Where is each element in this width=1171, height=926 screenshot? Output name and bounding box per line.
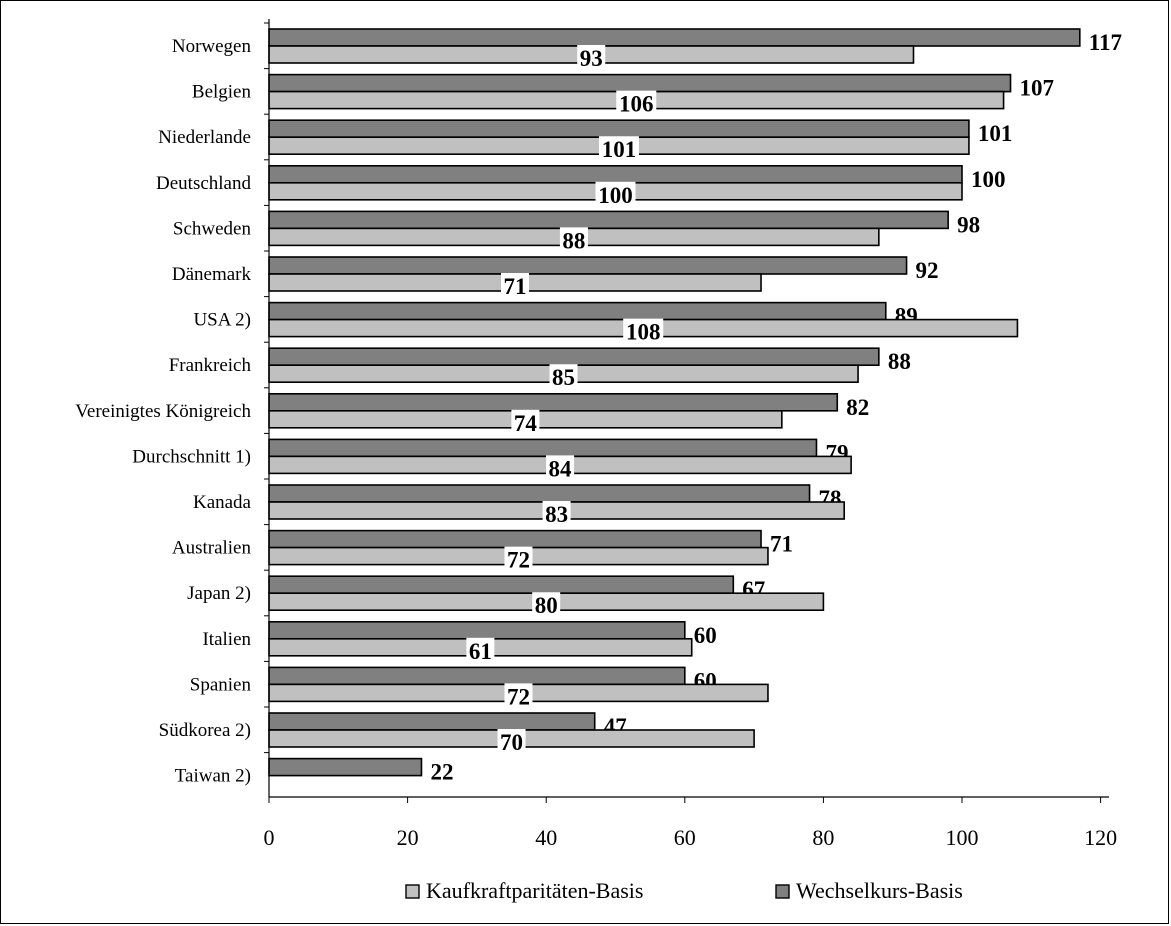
- bar-wechselkurs: [268, 210, 949, 230]
- category-label: Kanada: [193, 492, 252, 513]
- x-tick-label: 40: [535, 825, 557, 850]
- x-tick-label: 80: [812, 825, 834, 850]
- data-label-wechselkurs: 71: [770, 532, 793, 557]
- category-label: Durchschnitt 1): [132, 446, 251, 467]
- category-label: Italien: [202, 629, 251, 650]
- category-label: Taiwan 2): [175, 766, 251, 787]
- data-label-wechselkurs: 88: [888, 349, 911, 374]
- data-label-background: [497, 729, 526, 753]
- data-label-background: [511, 409, 540, 434]
- data-label-background: [559, 227, 588, 252]
- bar-wechselkurs: [268, 28, 1081, 47]
- data-label-kaufkraft: 100: [598, 183, 633, 208]
- data-label-background: [501, 273, 530, 297]
- data-label-background: [595, 181, 636, 206]
- category-label: Frankreich: [169, 355, 252, 376]
- category-label: Südkorea 2): [159, 720, 251, 741]
- legend-label: Kaufkraftparitäten-Basis: [426, 878, 643, 903]
- data-label-background: [504, 683, 533, 708]
- bar-wechselkurs: [268, 529, 762, 549]
- x-tick-label: 20: [397, 825, 419, 850]
- data-label-kaufkraft: 84: [549, 456, 573, 481]
- bar-wechselkurs: [268, 347, 880, 367]
- bar-wechselkurs: [268, 438, 818, 458]
- category-label: Belgien: [192, 82, 252, 103]
- data-label-wechselkurs: 82: [846, 395, 869, 420]
- bar-wechselkurs: [268, 666, 686, 686]
- bar-wechselkurs: [268, 256, 908, 275]
- data-label-background: [546, 455, 575, 480]
- x-tick-label: 0: [264, 825, 275, 850]
- bar-wechselkurs: [268, 165, 963, 184]
- category-label: Spanien: [190, 674, 252, 695]
- data-label-wechselkurs: 101: [978, 121, 1013, 146]
- legend-swatch: [405, 884, 420, 899]
- data-label-kaufkraft: 93: [580, 46, 603, 71]
- bar-wechselkurs: [268, 757, 423, 777]
- data-label-wechselkurs: 92: [916, 258, 939, 283]
- data-label-wechselkurs: 98: [957, 212, 980, 237]
- category-label: Deutschland: [156, 173, 251, 194]
- data-label-background: [542, 501, 571, 525]
- bar-wechselkurs: [268, 620, 686, 640]
- category-label: Vereinigtes Königreich: [75, 401, 251, 422]
- data-label-background: [623, 318, 664, 343]
- category-label: Norwegen: [172, 36, 252, 57]
- data-label-background: [549, 364, 578, 389]
- data-label-wechselkurs: 22: [430, 760, 453, 785]
- category-label: Australien: [172, 538, 252, 559]
- data-label-kaufkraft: 88: [562, 228, 585, 253]
- data-label-kaufkraft: 83: [545, 502, 568, 527]
- data-label-background: [466, 637, 495, 662]
- data-label-wechselkurs: 60: [694, 623, 717, 648]
- data-label-kaufkraft: 70: [500, 730, 523, 755]
- data-label-background: [598, 136, 639, 161]
- category-label: USA 2): [193, 310, 251, 331]
- bar-wechselkurs: [268, 575, 735, 595]
- data-label-wechselkurs: 107: [1020, 76, 1055, 101]
- data-label-kaufkraft: 85: [552, 365, 575, 390]
- data-label-kaufkraft: 71: [504, 274, 527, 299]
- category-label: Dänemark: [172, 264, 252, 285]
- data-label-kaufkraft: 80: [535, 593, 558, 618]
- data-label-wechselkurs: 117: [1089, 30, 1122, 55]
- data-label-kaufkraft: 72: [507, 684, 530, 709]
- x-tick-label: 100: [946, 825, 979, 850]
- data-label-background: [616, 90, 657, 115]
- bar-wechselkurs: [268, 119, 970, 138]
- legend-swatch: [775, 884, 790, 899]
- bar-wechselkurs: [268, 392, 839, 412]
- bar-wechselkurs: [268, 484, 811, 503]
- data-label-background: [504, 546, 533, 571]
- data-label-background: [532, 592, 561, 617]
- x-tick-label: 120: [1084, 825, 1117, 850]
- data-label-kaufkraft: 108: [626, 320, 661, 345]
- category-label: Schweden: [173, 218, 252, 239]
- data-label-kaufkraft: 72: [507, 548, 530, 573]
- data-label-wechselkurs: 100: [971, 167, 1006, 192]
- data-label-kaufkraft: 106: [619, 92, 654, 117]
- data-label-background: [577, 45, 606, 69]
- bar-wechselkurs: [268, 73, 1012, 93]
- data-label-kaufkraft: 61: [469, 639, 492, 664]
- x-tick-label: 60: [674, 825, 696, 850]
- category-label: Niederlande: [158, 127, 251, 148]
- data-label-kaufkraft: 101: [602, 137, 637, 162]
- data-label-kaufkraft: 74: [514, 411, 538, 436]
- legend-label: Wechselkurs-Basis: [796, 878, 963, 903]
- bar-wechselkurs: [268, 712, 596, 731]
- category-label: Japan 2): [187, 583, 251, 604]
- bar-wechselkurs: [268, 301, 887, 321]
